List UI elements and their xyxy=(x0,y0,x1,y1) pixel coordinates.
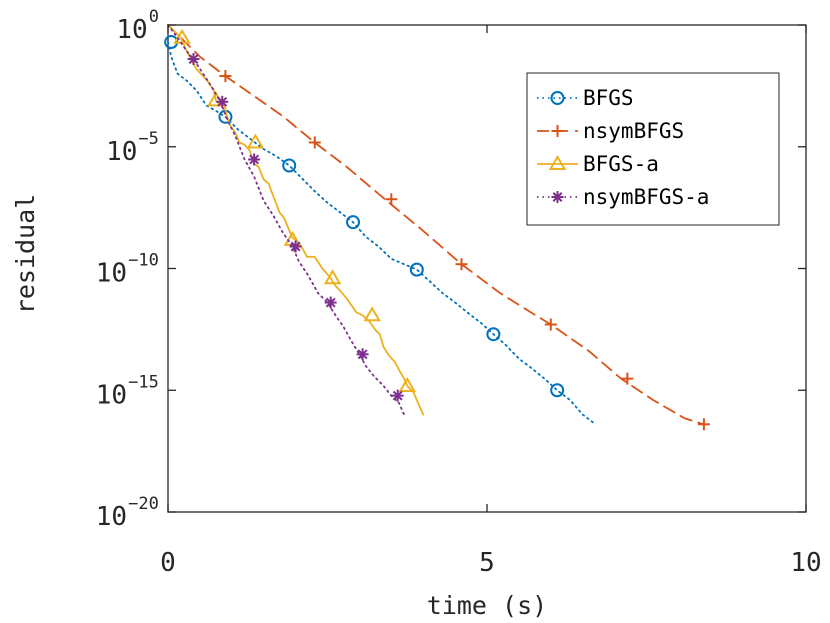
marker-asterisk-stroke xyxy=(290,241,301,252)
marker-triangle-shape xyxy=(283,230,302,246)
legend-item-nsymbfgs-a: nsymBFGS-a xyxy=(537,185,709,209)
marker-triangle-shape xyxy=(548,155,567,170)
marker-asterisk-stroke xyxy=(357,349,368,360)
legend-marker xyxy=(548,155,567,170)
marker-asterisk-stroke xyxy=(188,54,199,64)
y-tick-base: 10 xyxy=(106,137,137,167)
marker-asterisk-stroke xyxy=(552,192,563,202)
data-point-nsymbfgs-a xyxy=(187,53,200,66)
x-tick-label: 5 xyxy=(479,548,495,578)
legend-item-nsymbfgs: nsymBFGS xyxy=(537,119,684,143)
data-point-bfgs xyxy=(346,215,361,230)
legend: BFGS nsymBFGS BFGS-a nsymBFGS-a xyxy=(526,72,780,226)
x-tick-label: 0 xyxy=(160,548,176,578)
legend-marker xyxy=(551,191,564,203)
series-nsymbfgs-a xyxy=(167,24,406,416)
legend-box xyxy=(526,72,780,226)
ticks-layer xyxy=(167,24,807,513)
y-tick-exponent: 0 xyxy=(149,7,159,27)
y-tick-base: 10 xyxy=(96,380,127,410)
data-point-nsymbfgs xyxy=(219,70,232,83)
x-tick-labels: 0 5 10 xyxy=(160,548,821,578)
marker-asterisk-stroke xyxy=(217,96,228,107)
legend-item-bfgs: BFGS xyxy=(537,86,634,110)
y-tick-exponent: −5 xyxy=(138,129,158,149)
marker-triangle-shape xyxy=(398,376,416,392)
legend-label: BFGS-a xyxy=(583,152,659,176)
marker-triangle-shape xyxy=(363,306,381,322)
data-point-nsymbfgs xyxy=(544,318,557,331)
marker-asterisk-stroke xyxy=(325,297,336,308)
legend-label: nsymBFGS xyxy=(583,119,684,143)
marker-circle-shape xyxy=(486,327,501,342)
data-point-nsymbfgs-a xyxy=(391,389,404,402)
y-tick-label: 10 −5 xyxy=(106,129,159,167)
data-point-nsymbfgs xyxy=(697,418,710,431)
data-point-nsymbfgs-a xyxy=(289,240,302,253)
marker-asterisk-stroke xyxy=(249,154,260,165)
data-point-nsymbfgs-a xyxy=(216,95,229,108)
data-point-bfgs xyxy=(550,383,565,398)
y-tick-label: 10 −20 xyxy=(96,494,159,532)
marker-circle-shape xyxy=(282,158,297,173)
legend-label: BFGS xyxy=(583,86,634,110)
data-point-bfgs-a xyxy=(398,376,416,392)
y-tick-label: 10 −15 xyxy=(96,372,159,410)
series-layer xyxy=(164,24,710,431)
data-point-bfgs xyxy=(409,262,424,277)
marker-circle-shape xyxy=(346,215,361,230)
data-point-nsymbfgs xyxy=(308,136,321,149)
marker-triangle-shape xyxy=(323,269,342,285)
y-tick-exponent: −10 xyxy=(128,251,159,271)
y-tick-base: 10 xyxy=(116,15,147,45)
y-tick-base: 10 xyxy=(96,502,127,532)
y-tick-exponent: −15 xyxy=(128,372,159,392)
marker-asterisk-stroke xyxy=(392,390,403,401)
series-nsymbfgs xyxy=(167,24,710,431)
data-point-nsymbfgs xyxy=(621,372,634,385)
y-tick-label: 10 −10 xyxy=(96,251,159,289)
legend-marker xyxy=(551,125,564,137)
legend-item-bfgs-a: BFGS-a xyxy=(537,152,659,176)
marker-triangle-shape xyxy=(246,133,265,149)
legend-label: nsymBFGS-a xyxy=(583,185,709,209)
y-axis-label: residual xyxy=(11,194,40,314)
y-tick-base: 10 xyxy=(96,259,127,289)
data-point-bfgs xyxy=(282,158,297,173)
x-axis-label: time (s) xyxy=(427,591,547,620)
data-point-nsymbfgs-a xyxy=(356,348,369,361)
data-point-bfgs-a xyxy=(283,230,302,246)
series-line-bfgs xyxy=(167,41,597,426)
data-point-bfgs-a xyxy=(363,306,381,322)
data-point-nsymbfgs xyxy=(455,258,468,271)
data-point-nsymbfgs-a xyxy=(324,296,337,309)
marker-circle-shape xyxy=(550,91,565,105)
y-tick-label: 10 0 xyxy=(116,7,159,45)
marker-circle-shape xyxy=(409,262,424,277)
y-tick-exponent: −20 xyxy=(128,494,159,514)
data-point-bfgs xyxy=(486,327,501,342)
x-tick-label: 10 xyxy=(790,548,821,578)
data-point-nsymbfgs xyxy=(385,193,398,206)
data-point-nsymbfgs-a xyxy=(248,153,261,166)
data-point-bfgs-a xyxy=(246,133,265,149)
marker-circle-shape xyxy=(550,383,565,398)
data-point-bfgs-a xyxy=(323,269,342,285)
legend-marker xyxy=(550,91,565,105)
